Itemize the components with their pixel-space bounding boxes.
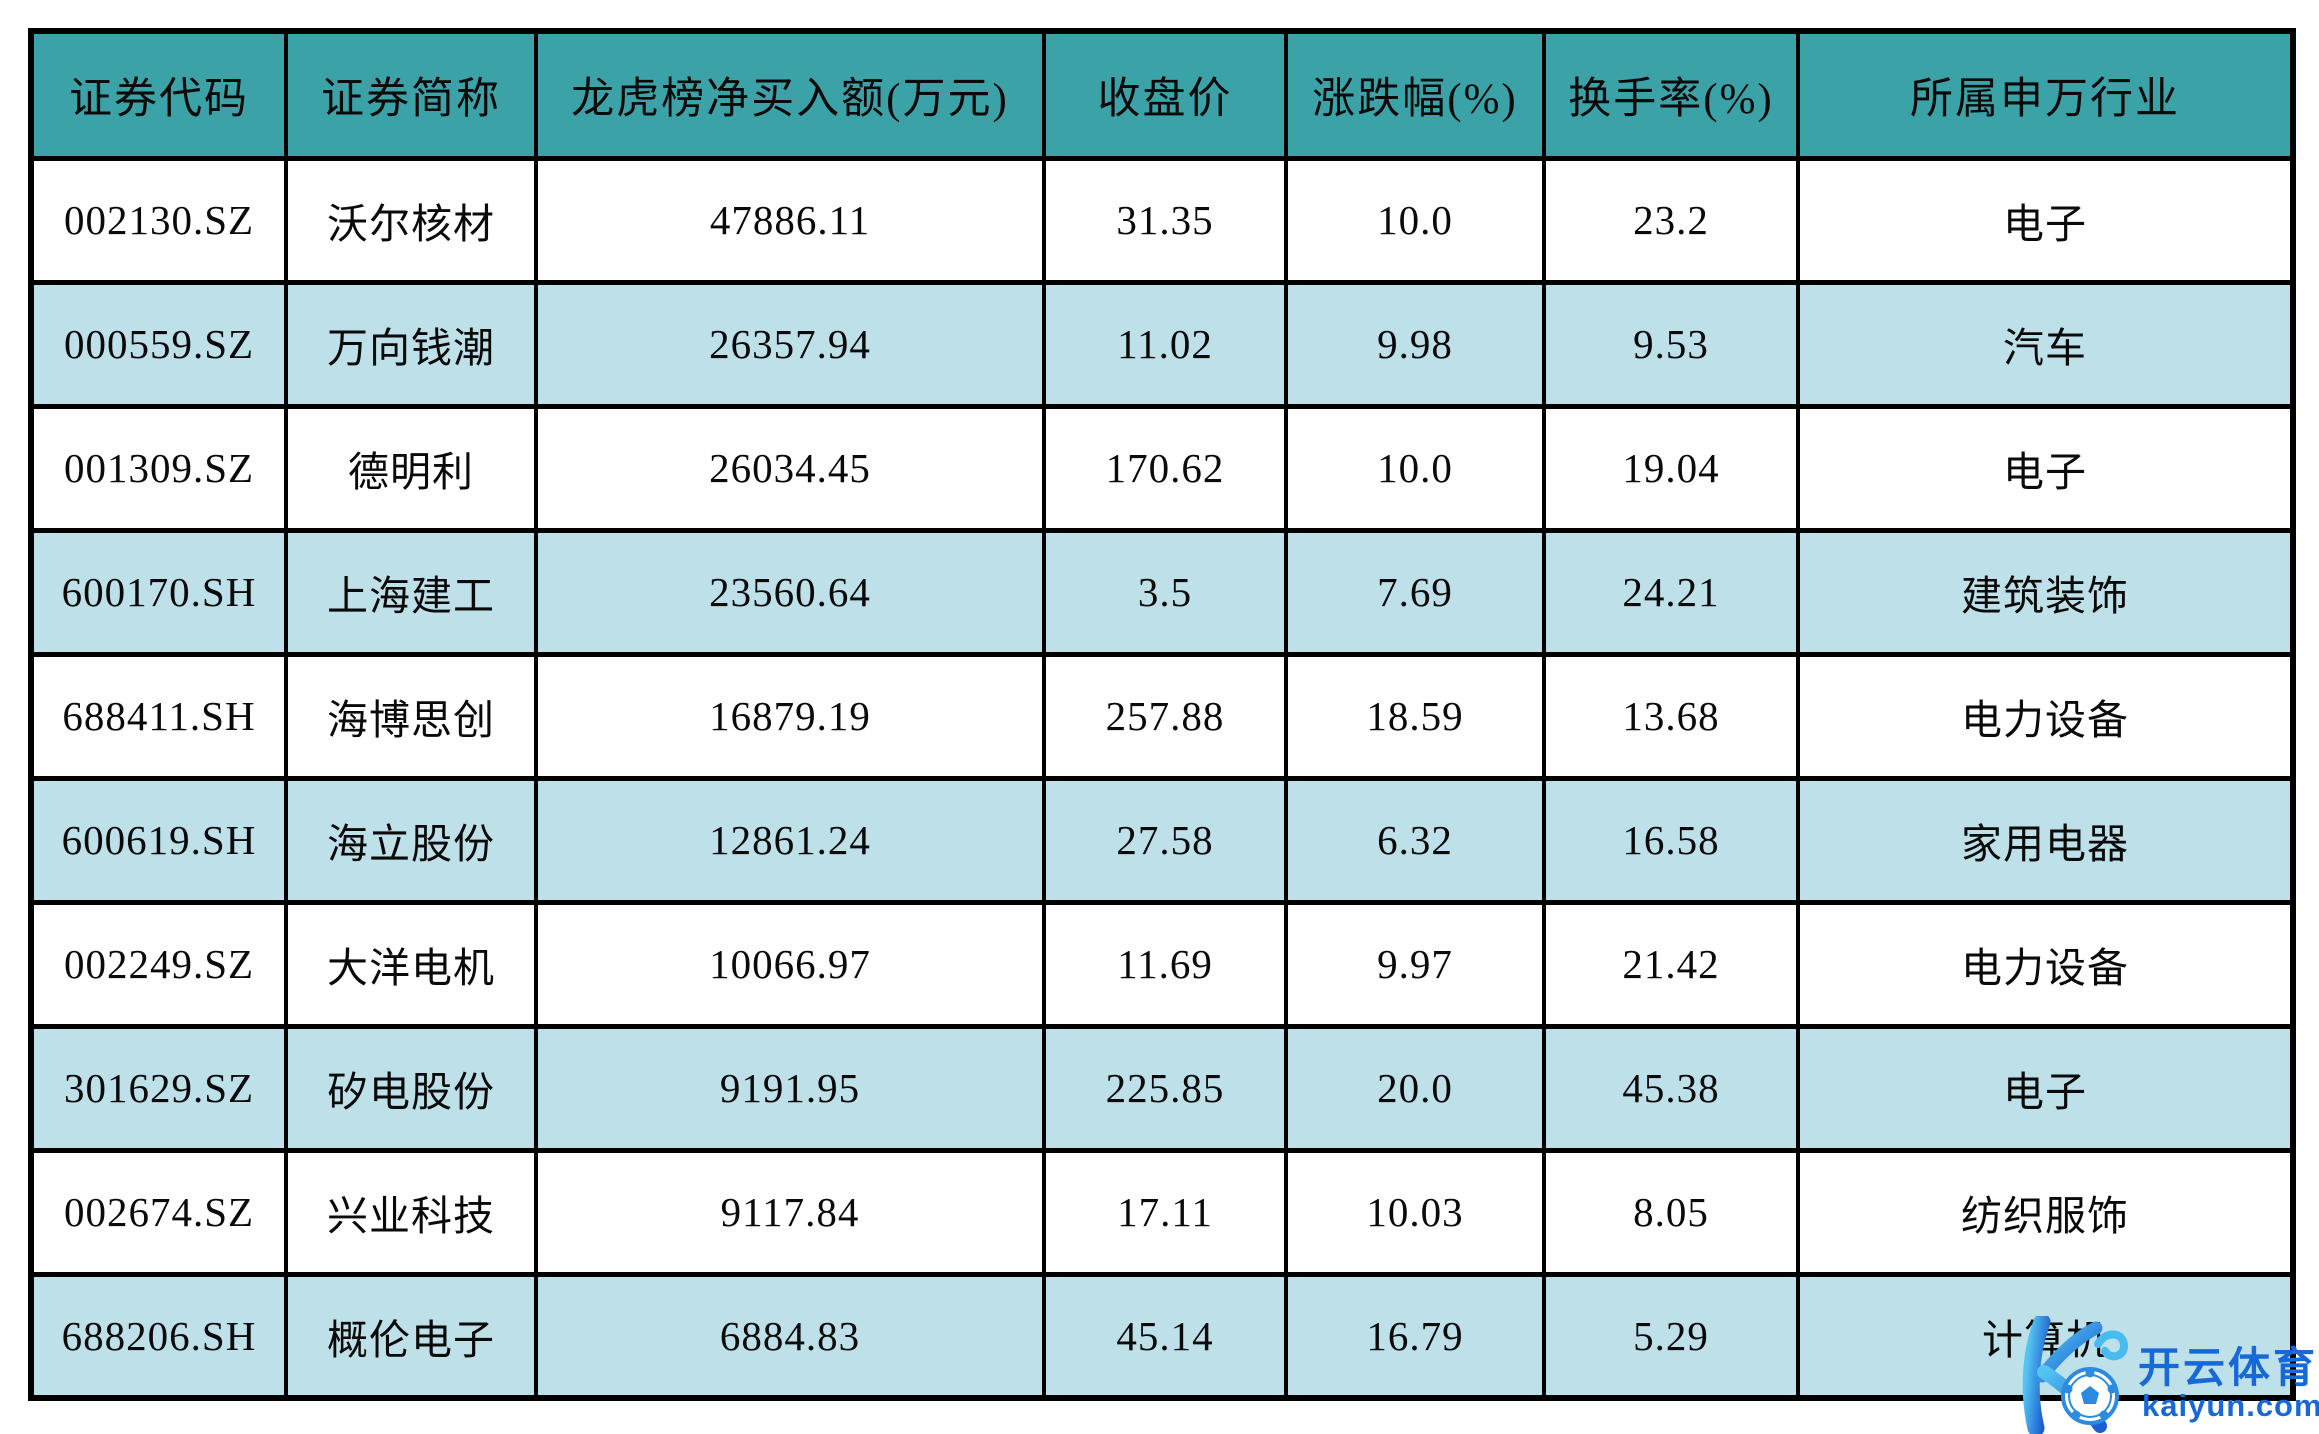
cell-code: 002249.SZ [29, 899, 288, 1029]
table-row: 001309.SZ 德明利 26034.45 170.62 10.0 19.04 电子 [29, 403, 2295, 533]
cell-turnover: 16.58 [1542, 775, 1800, 905]
cell-net-buy: 9117.84 [534, 1147, 1046, 1277]
cell-close: 17.11 [1042, 1147, 1288, 1277]
cell-code: 688206.SH [29, 1271, 288, 1401]
cell-turnover: 45.38 [1542, 1023, 1800, 1153]
cell-net-buy: 6884.83 [534, 1271, 1046, 1401]
cell-industry: 建筑装饰 [1796, 527, 2295, 657]
cell-net-buy: 26357.94 [534, 279, 1046, 409]
soccer-ball-icon [2061, 1367, 2119, 1425]
header-cell-industry: 所属申万行业 [1796, 28, 2295, 161]
cell-turnover: 5.29 [1542, 1271, 1800, 1401]
cell-industry: 电力设备 [1796, 899, 2295, 1029]
header-cell-change: 涨跌幅(%) [1284, 28, 1546, 161]
cell-code: 301629.SZ [29, 1023, 288, 1153]
table-row: 600619.SH 海立股份 12861.24 27.58 6.32 16.58 家用电器 [29, 775, 2295, 905]
table-row: 002674.SZ 兴业科技 9117.84 17.11 10.03 8.05 纺织服饰 [29, 1147, 2295, 1277]
kaiyun-logo-k-icon [2022, 1316, 2129, 1434]
cell-name: 矽电股份 [284, 1023, 538, 1153]
cell-turnover: 19.04 [1542, 403, 1800, 533]
cell-net-buy: 12861.24 [534, 775, 1046, 905]
cell-code: 688411.SH [29, 651, 288, 781]
cell-industry: 电子 [1796, 155, 2295, 285]
cell-name: 万向钱潮 [284, 279, 538, 409]
cell-code: 001309.SZ [29, 403, 288, 533]
cell-change: 9.98 [1284, 279, 1546, 409]
cell-turnover: 9.53 [1542, 279, 1800, 409]
cell-change: 20.0 [1284, 1023, 1546, 1153]
cell-code: 002130.SZ [29, 155, 288, 285]
cell-net-buy: 47886.11 [534, 155, 1046, 285]
kaiyun-domain-text: kaiyun.com [2142, 1388, 2319, 1423]
cell-net-buy: 10066.97 [534, 899, 1046, 1029]
cell-close: 170.62 [1042, 403, 1288, 533]
cell-name: 兴业科技 [284, 1147, 538, 1277]
cell-change: 16.79 [1284, 1271, 1546, 1401]
table-row: 002130.SZ 沃尔核材 47886.11 31.35 10.0 23.2 电子 [29, 155, 2295, 285]
kaiyun-brand-text: 开云体育 [2138, 1344, 2319, 1391]
cell-name: 沃尔核材 [284, 155, 538, 285]
cell-turnover: 13.68 [1542, 651, 1800, 781]
header-cell-code: 证券代码 [29, 28, 288, 161]
cell-net-buy: 23560.64 [534, 527, 1046, 657]
cell-industry: 纺织服饰 [1796, 1147, 2295, 1277]
table-row: 600170.SH 上海建工 23560.64 3.5 7.69 24.21 建筑装饰 [29, 527, 2295, 657]
header-cell-turnover: 换手率(%) [1542, 28, 1800, 161]
table-row: 688206.SH 概伦电子 6884.83 45.14 16.79 5.29 计算机 [29, 1271, 2295, 1401]
cell-change: 6.32 [1284, 775, 1546, 905]
cell-industry: 电力设备 [1796, 651, 2295, 781]
cell-close: 45.14 [1042, 1271, 1288, 1401]
cell-industry: 汽车 [1796, 279, 2295, 409]
cell-close: 31.35 [1042, 155, 1288, 285]
cell-industry: 电子 [1796, 403, 2295, 533]
cell-net-buy: 9191.95 [534, 1023, 1046, 1153]
kaiyun-watermark: 开云体育 kaiyun.com [2008, 1316, 2319, 1434]
cell-industry: 家用电器 [1796, 775, 2295, 905]
cell-change: 7.69 [1284, 527, 1546, 657]
cell-code: 600170.SH [29, 527, 288, 657]
table-row: 002249.SZ 大洋电机 10066.97 11.69 9.97 21.42 电力设备 [29, 899, 2295, 1029]
cell-net-buy: 16879.19 [534, 651, 1046, 781]
cell-change: 10.03 [1284, 1147, 1546, 1277]
cell-name: 上海建工 [284, 527, 538, 657]
table-header-row: 证券代码 证券简称 龙虎榜净买入额(万元) 收盘价 涨跌幅(%) 换手率(%) … [29, 28, 2295, 161]
table-row: 000559.SZ 万向钱潮 26357.94 11.02 9.98 9.53 汽车 [29, 279, 2295, 409]
cell-turnover: 8.05 [1542, 1147, 1800, 1277]
cell-code: 002674.SZ [29, 1147, 288, 1277]
cell-close: 257.88 [1042, 651, 1288, 781]
cell-code: 600619.SH [29, 775, 288, 905]
cell-turnover: 24.21 [1542, 527, 1800, 657]
cell-change: 10.0 [1284, 155, 1546, 285]
cell-net-buy: 26034.45 [534, 403, 1046, 533]
cell-name: 德明利 [284, 403, 538, 533]
header-cell-name: 证券简称 [284, 28, 538, 161]
cell-close: 11.69 [1042, 899, 1288, 1029]
cell-industry: 电子 [1796, 1023, 2295, 1153]
cell-turnover: 21.42 [1542, 899, 1800, 1029]
cell-name: 大洋电机 [284, 899, 538, 1029]
cell-change: 9.97 [1284, 899, 1546, 1029]
cell-name: 概伦电子 [284, 1271, 538, 1401]
cell-name: 海博思创 [284, 651, 538, 781]
cell-change: 10.0 [1284, 403, 1546, 533]
table-row: 688411.SH 海博思创 16879.19 257.88 18.59 13.68 电力设… [29, 651, 2295, 781]
cell-turnover: 23.2 [1542, 155, 1800, 285]
cell-close: 225.85 [1042, 1023, 1288, 1153]
cell-close: 11.02 [1042, 279, 1288, 409]
table-row: 301629.SZ 矽电股份 9191.95 225.85 20.0 45.38 电子 [29, 1023, 2295, 1153]
stock-table: 证券代码 证券简称 龙虎榜净买入额(万元) 收盘价 涨跌幅(%) 换手率(%) … [28, 28, 2296, 1401]
cell-name: 海立股份 [284, 775, 538, 905]
cell-code: 000559.SZ [29, 279, 288, 409]
cell-close: 27.58 [1042, 775, 1288, 905]
cell-change: 18.59 [1284, 651, 1546, 781]
header-cell-close: 收盘价 [1042, 28, 1288, 161]
header-cell-net-buy: 龙虎榜净买入额(万元) [534, 28, 1046, 161]
cell-close: 3.5 [1042, 527, 1288, 657]
